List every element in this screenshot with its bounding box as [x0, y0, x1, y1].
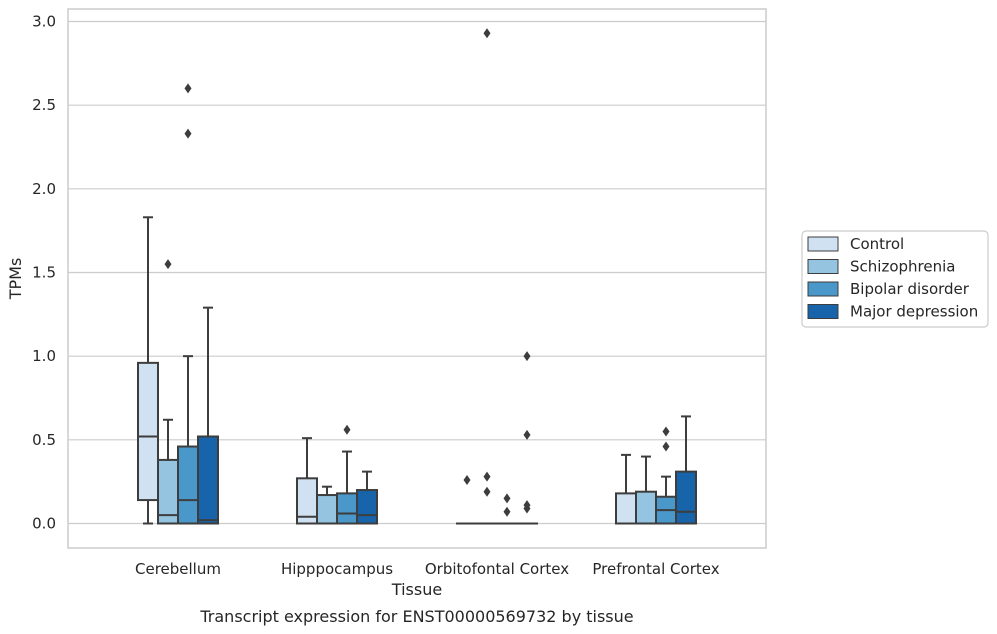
box-schizophrenia — [635, 455, 657, 525]
legend: Control Schizophrenia Bipolar disorder Majo… — [801, 230, 989, 328]
box-iqr — [675, 470, 697, 525]
box-bipolar-disorder — [655, 426, 677, 525]
y-axis-ticks: 0.0 0.5 1.0 1.5 2.0 2.5 3.0 — [32, 13, 56, 533]
plot-area-frame — [67, 8, 767, 549]
outlier-point — [523, 429, 531, 440]
legend-label: Bipolar disorder — [850, 280, 970, 298]
box-control — [615, 453, 637, 525]
box-iqr — [197, 435, 219, 525]
x-tick-label: Prefrontal Cortex — [592, 560, 719, 578]
x-tick-label: Cerebellum — [135, 560, 221, 578]
legend-swatch — [807, 304, 839, 319]
box-control — [137, 216, 159, 525]
outlier-point — [503, 506, 511, 517]
y-tick-label: 1.5 — [32, 264, 56, 282]
legend-swatch — [807, 259, 839, 274]
box-major-depression — [356, 470, 378, 525]
box-major-depression — [197, 306, 219, 525]
legend-swatch — [807, 281, 839, 297]
outlier-point — [662, 426, 670, 437]
outlier-point — [164, 259, 172, 270]
outlier-point — [343, 424, 351, 435]
y-tick-label: 2.5 — [32, 96, 56, 114]
chart-caption: Transcript expression for ENST0000056973… — [199, 607, 633, 626]
box-schizophrenia — [476, 28, 498, 525]
outlier-point — [184, 128, 192, 139]
outlier-point — [503, 493, 511, 504]
outlier-point — [184, 83, 192, 94]
box-bipolar-disorder — [496, 493, 518, 525]
legend-label: Schizophrenia — [850, 258, 955, 276]
y-tick-label: 3.0 — [32, 13, 56, 31]
y-tick-label: 1.0 — [32, 347, 56, 365]
x-axis-ticks: Cerebellum Hipppocampus Orbitofontal Corte… — [135, 560, 720, 578]
box-major-depression — [675, 415, 697, 525]
box-iqr — [137, 361, 159, 502]
box-major-depression — [516, 351, 538, 525]
box-iqr — [177, 445, 199, 525]
box-iqr — [157, 458, 179, 525]
legend-swatch — [807, 236, 839, 252]
box-bipolar-disorder — [336, 424, 358, 525]
x-tick-label: Hipppocampus — [281, 560, 393, 578]
x-tick-label: Orbitofontal Cortex — [425, 560, 569, 578]
outlier-point — [483, 471, 491, 482]
box-iqr — [615, 492, 637, 525]
legend-label: Control — [850, 235, 904, 253]
outlier-point — [662, 441, 670, 452]
box-bipolar-disorder — [177, 83, 199, 525]
box-schizophrenia — [157, 259, 179, 525]
box-series — [137, 28, 697, 525]
box-control — [456, 474, 478, 525]
y-tick-label: 2.0 — [32, 180, 56, 198]
outlier-point — [523, 351, 531, 362]
box-schizophrenia — [316, 485, 338, 525]
box-control — [296, 437, 318, 525]
box-iqr — [336, 492, 358, 525]
box-iqr — [356, 489, 378, 525]
x-axis-label: Tissue — [391, 580, 442, 599]
outlier-point — [523, 503, 531, 514]
y-axis-label: TPMs — [6, 258, 25, 301]
outlier-point — [483, 486, 491, 497]
outlier-point — [463, 474, 471, 485]
y-tick-label: 0.5 — [32, 431, 56, 449]
box-iqr — [635, 490, 657, 525]
box-iqr — [316, 494, 338, 525]
legend-label: Major depression — [850, 303, 978, 321]
outlier-point — [483, 28, 491, 39]
y-tick-label: 0.0 — [32, 515, 56, 533]
gridlines — [68, 20, 766, 525]
legend-frame — [801, 230, 989, 328]
